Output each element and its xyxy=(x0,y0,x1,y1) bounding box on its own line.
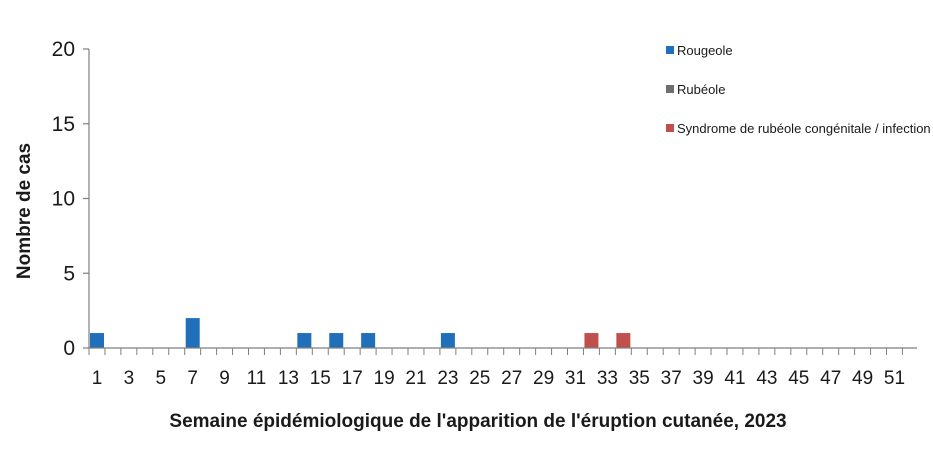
y-tick-label: 10 xyxy=(52,188,75,211)
legend-swatch xyxy=(666,85,674,93)
y-tick-label: 20 xyxy=(52,38,75,61)
x-tick-label: 27 xyxy=(501,368,522,389)
legend-swatch xyxy=(666,46,674,54)
x-tick-label: 23 xyxy=(437,368,458,389)
x-tick-label: 33 xyxy=(597,368,618,389)
y-axis-title: Nombre de cas xyxy=(14,143,35,279)
x-tick-label: 7 xyxy=(187,368,198,389)
x-tick-label: 49 xyxy=(852,368,873,389)
x-tick-label: 9 xyxy=(219,368,230,389)
x-tick-label: 47 xyxy=(820,368,841,389)
x-axis-ticks: 1 3 5 7 9 11 13 15 17 19 21 23 25 27 29 31 33 35 37 39 41 43 4… xyxy=(88,348,905,389)
bar xyxy=(185,318,200,348)
bar xyxy=(616,333,631,348)
x-tick-label: 51 xyxy=(884,368,905,389)
y-tick-label: 0 xyxy=(63,337,75,360)
legend: Rougeole Rubéole Syndrome de rubéole congé… xyxy=(666,43,931,136)
x-tick-label: 19 xyxy=(374,368,395,389)
x-tick-label: 3 xyxy=(124,368,135,389)
x-tick-label: 17 xyxy=(342,368,363,389)
bar xyxy=(584,333,599,348)
y-tick-label: 5 xyxy=(63,262,75,285)
legend-label: Rubéole xyxy=(677,82,725,97)
x-tick-label: 37 xyxy=(661,368,682,389)
x-tick-label: 29 xyxy=(533,368,554,389)
x-tick-label: 43 xyxy=(756,368,777,389)
legend-label: Rougeole xyxy=(677,43,733,58)
bar xyxy=(440,333,455,348)
legend-label: Syndrome de rubéole congénitale / infect… xyxy=(677,121,931,136)
bar xyxy=(329,333,344,348)
x-tick-label: 35 xyxy=(629,368,650,389)
bar xyxy=(297,333,312,348)
y-tick-label: 15 xyxy=(52,113,75,136)
x-tick-label: 13 xyxy=(278,368,299,389)
x-tick-label: 25 xyxy=(469,368,490,389)
bar xyxy=(90,333,104,348)
x-tick-label: 39 xyxy=(693,368,714,389)
legend-swatch xyxy=(666,124,674,132)
x-tick-label: 1 xyxy=(92,368,103,389)
x-tick-label: 21 xyxy=(405,368,426,389)
x-tick-label: 15 xyxy=(310,368,331,389)
x-tick-label: 5 xyxy=(156,368,167,389)
y-axis-ticks: 0 5 10 15 20 xyxy=(52,38,89,360)
x-tick-label: 41 xyxy=(724,368,745,389)
x-axis-title: Semaine épidémiologique de l'apparition … xyxy=(169,411,786,432)
x-tick-label: 45 xyxy=(788,368,809,389)
bars-layer xyxy=(90,318,631,348)
bar xyxy=(361,333,376,348)
x-tick-label: 31 xyxy=(565,368,586,389)
x-tick-label: 11 xyxy=(247,368,267,389)
